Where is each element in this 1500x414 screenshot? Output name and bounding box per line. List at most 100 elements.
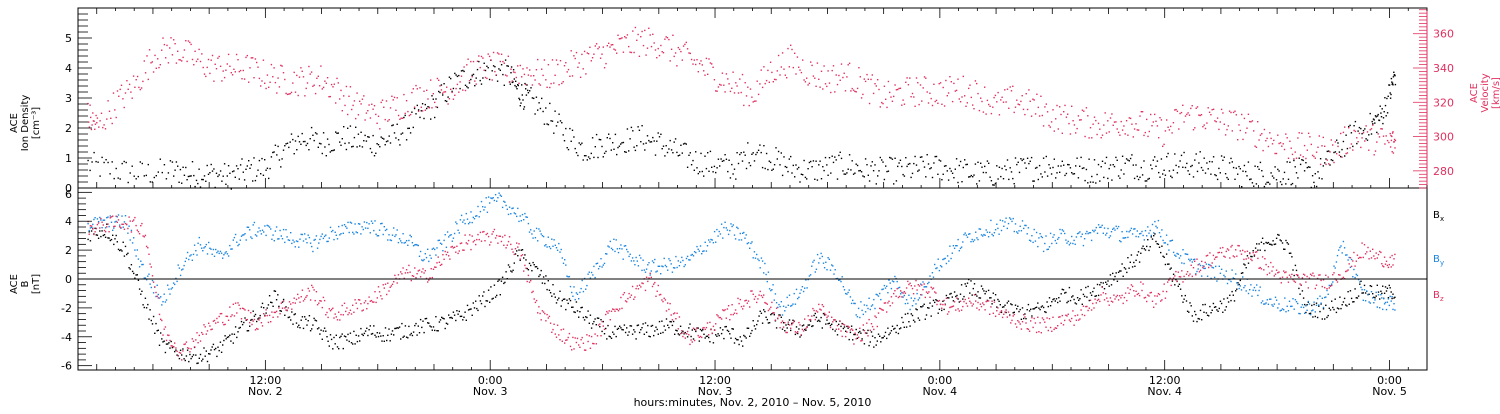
series-bx-point <box>117 248 120 251</box>
series-by-point <box>726 229 729 231</box>
top-series-red-point <box>1132 136 1134 138</box>
series-by-point <box>177 264 179 266</box>
series-bx-point <box>989 297 991 299</box>
top-series-black-point <box>401 132 404 134</box>
series-bx-point <box>513 262 515 264</box>
top-series-red-point <box>787 47 789 50</box>
series-bx-point <box>251 318 253 321</box>
series-bx-point <box>1292 269 1294 271</box>
top-series-red-point <box>815 85 817 87</box>
series-by-point <box>696 245 698 248</box>
series-by-point <box>145 279 148 281</box>
top-series-black-point <box>1303 170 1306 172</box>
top-series-red-point <box>629 51 631 53</box>
top-series-red-point <box>365 112 368 114</box>
series-by-point <box>195 250 197 252</box>
series-by-point <box>1105 234 1107 236</box>
top-series-red-point <box>723 84 725 86</box>
series-bx-point <box>874 337 876 339</box>
series-bx-point <box>1161 245 1163 247</box>
series-bx-point <box>576 310 579 312</box>
top-series-red-point <box>1232 111 1235 114</box>
top-series-red-point <box>198 48 200 51</box>
series-by-point <box>264 225 266 227</box>
series-by-point <box>339 234 341 236</box>
series-bx-point <box>306 324 308 326</box>
top-series-black-point <box>468 82 471 84</box>
top-series-red-point <box>1291 153 1294 156</box>
series-bx-point <box>528 262 531 265</box>
series-bx-point <box>1073 298 1075 301</box>
top-series-black-point <box>194 185 196 188</box>
series-bz-point <box>828 311 830 313</box>
top-series-red-point <box>1365 125 1367 127</box>
series-by-point <box>669 259 671 262</box>
top-series-black-point <box>579 143 582 146</box>
series-bz-point <box>370 299 373 302</box>
top-series-red-point <box>601 53 603 55</box>
series-bx-point <box>702 329 704 331</box>
top-series-red-point <box>788 66 790 68</box>
series-by-point <box>1232 277 1234 279</box>
series-bx-point <box>1059 300 1061 302</box>
top-series-black-point <box>157 171 159 173</box>
series-by-point <box>822 262 825 264</box>
top-series-red-point <box>705 57 708 60</box>
series-by-point <box>168 288 170 290</box>
series-bx-point <box>275 299 278 301</box>
series-bx-point <box>651 324 654 327</box>
series-by-point <box>603 262 606 265</box>
top-series-black-point <box>309 138 311 140</box>
series-by-point <box>627 251 629 253</box>
top-series-red-point <box>298 76 301 78</box>
series-by-point <box>763 272 765 274</box>
top-series-black-point <box>1382 122 1384 125</box>
series-by-point <box>1073 239 1075 242</box>
top-series-black-point <box>558 113 560 115</box>
top-series-black-point <box>747 142 749 144</box>
series-by-point <box>1162 239 1164 242</box>
top-series-red-point <box>96 122 98 124</box>
top-series-black-point <box>404 114 406 117</box>
series-bx-point <box>560 305 562 307</box>
series-bx-point <box>846 325 848 328</box>
top-series-red-point <box>589 46 591 48</box>
series-bx-point <box>889 332 891 334</box>
series-bx-point <box>178 357 181 360</box>
top-series-red-point <box>1091 137 1093 139</box>
top-series-red-point <box>1273 139 1275 142</box>
series-bz-point <box>318 302 320 304</box>
top-series-red-point <box>482 57 484 59</box>
series-bx-point <box>1034 307 1037 309</box>
top-series-red-point <box>546 86 548 88</box>
top-series-red-point <box>769 61 772 63</box>
series-bz-point <box>800 334 802 336</box>
top-series-black-point <box>864 158 867 160</box>
series-bx-point <box>601 330 603 333</box>
top-series-red-point <box>1360 146 1362 149</box>
series-bx-point <box>647 324 649 327</box>
top-series-red-point <box>539 84 542 86</box>
series-by-point <box>991 233 993 236</box>
series-bz-point <box>352 304 354 306</box>
series-by-point <box>386 228 388 231</box>
series-by-point <box>1124 237 1127 239</box>
top-series-red-point <box>780 66 782 68</box>
top-series-red-point <box>325 82 327 84</box>
series-bx-point <box>370 333 373 335</box>
series-bz-point <box>929 296 931 298</box>
top-series-red-point <box>697 71 699 73</box>
series-bz-point <box>807 315 809 317</box>
series-by-point <box>170 288 172 290</box>
top-series-black-point <box>1179 160 1181 162</box>
series-bx-point <box>1243 263 1245 265</box>
series-bx-point <box>217 346 219 348</box>
series-bx-point <box>792 319 794 321</box>
top-series-black-point <box>1056 172 1058 174</box>
series-by-point <box>469 221 471 224</box>
top-series-black-point <box>1271 175 1274 177</box>
series-by-point <box>271 238 273 240</box>
top-series-red-point <box>423 90 425 92</box>
series-bx-point <box>668 326 670 329</box>
series-by-point <box>1020 230 1023 232</box>
